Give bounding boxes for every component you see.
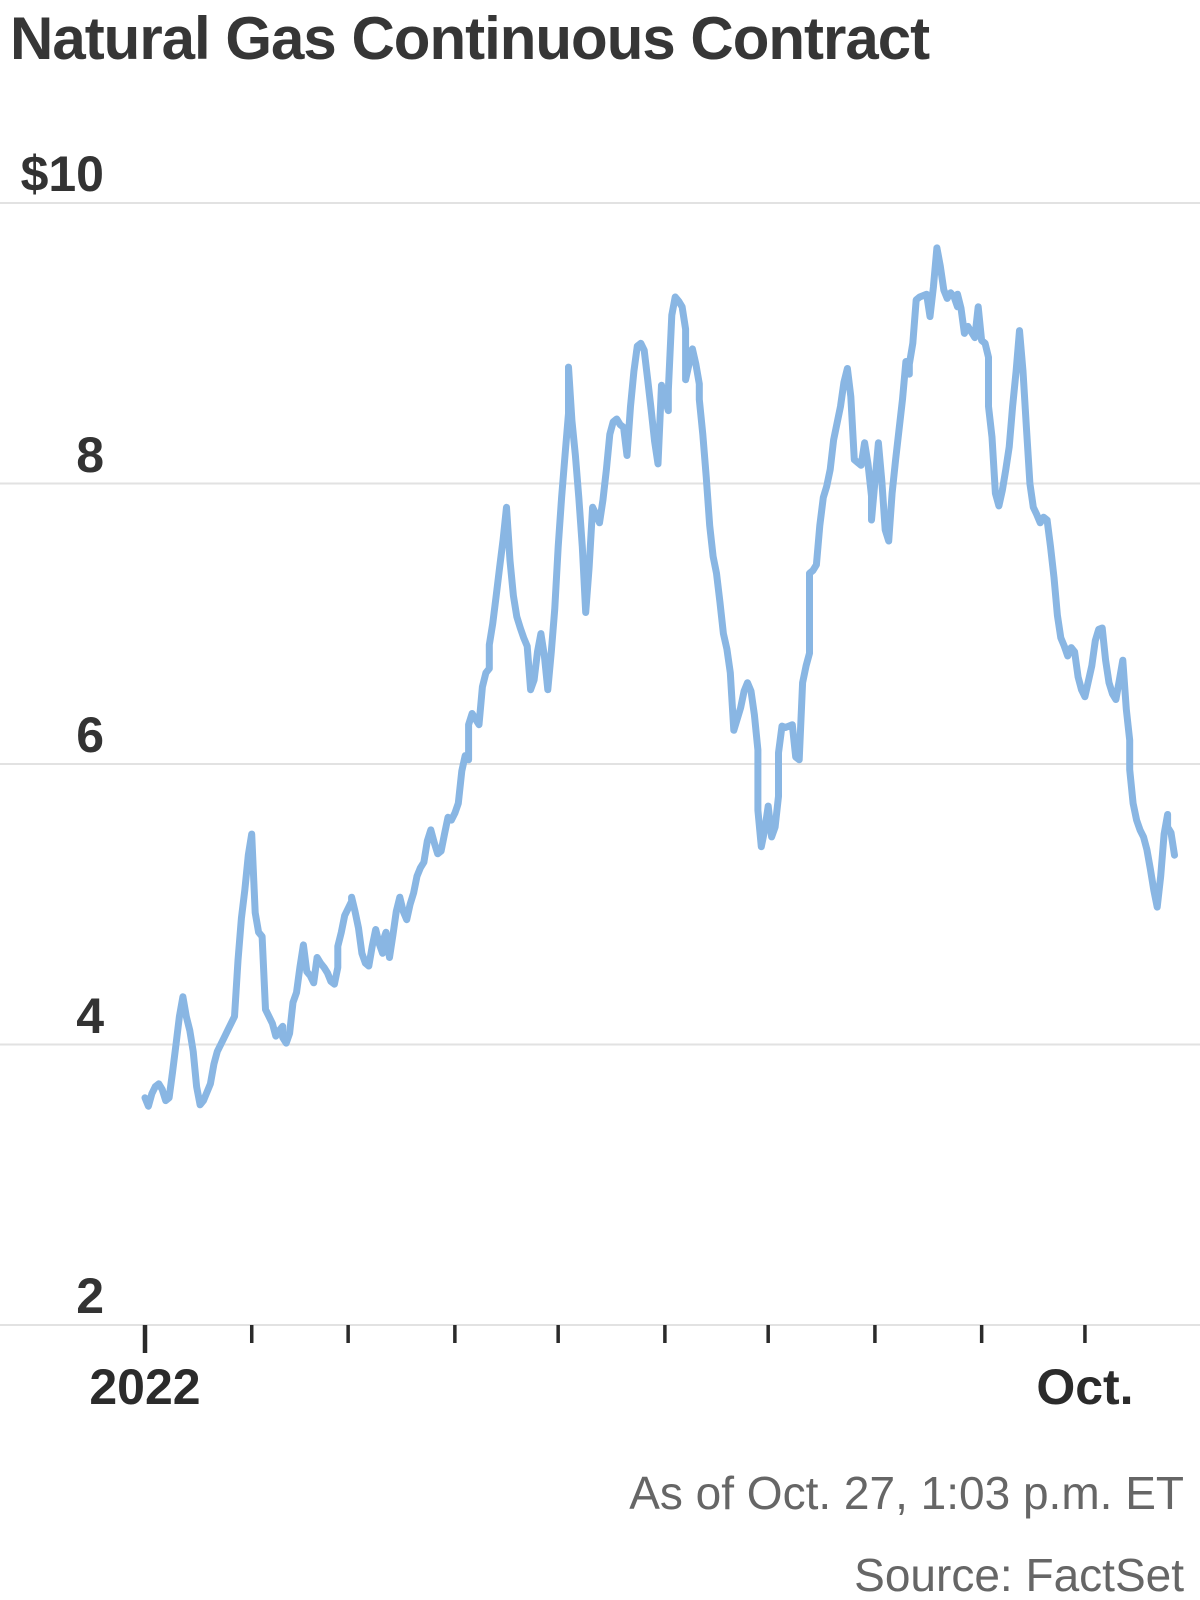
y-axis-label-4: 4 — [76, 987, 104, 1044]
y-axis-label-2: 2 — [76, 1268, 104, 1324]
price-line-series — [141, 244, 1178, 1110]
x-axis-label-oct: Oct. — [1036, 1359, 1134, 1415]
as-of-note: As of Oct. 27, 1:03 p.m. ET — [629, 1467, 1184, 1519]
source-note: Source: FactSet — [854, 1549, 1184, 1600]
x-axis-month-ticks — [142, 1325, 1087, 1353]
price-line — [141, 244, 1178, 1110]
x-axis-label-2022: 2022 — [89, 1359, 201, 1415]
chart-title: Natural Gas Continuous Contract — [10, 5, 930, 72]
gridlines — [0, 202, 1200, 1326]
y-axis-label-10: $10 — [20, 146, 104, 202]
y-axis-label-8: 8 — [76, 426, 104, 483]
y-axis-label-6: 6 — [76, 707, 104, 763]
